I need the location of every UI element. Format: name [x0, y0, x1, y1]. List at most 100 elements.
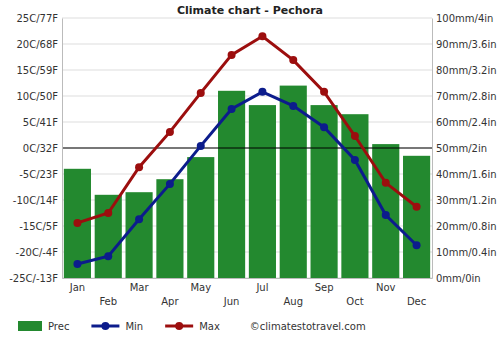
- legend: PrecMinMax©climatestotravel.com: [18, 321, 366, 332]
- tick: 100mm/4in: [432, 13, 493, 24]
- tick: 80mm/3.2in: [432, 65, 497, 76]
- tick: 70mm/2.8in: [432, 91, 497, 102]
- marker: [289, 102, 297, 110]
- marks: [62, 32, 432, 278]
- tick-label: 50mm/2in: [436, 143, 487, 154]
- grid-line: [62, 96, 432, 97]
- grid-line: [62, 18, 432, 19]
- tick-label: 20C/68F: [16, 39, 58, 50]
- tick: -5C/23F: [19, 169, 62, 180]
- bar: [249, 105, 276, 278]
- tick-label: -20C/-4F: [16, 247, 59, 258]
- bar: [341, 114, 368, 278]
- marker: [351, 132, 359, 140]
- tick: -15C/5F: [19, 221, 62, 232]
- tick-label: 70mm/2.8in: [436, 91, 497, 102]
- tick: 60mm/2.4in: [432, 117, 497, 128]
- title: Climate chart - Pechora: [177, 4, 323, 17]
- tick-label: Jul: [255, 282, 268, 293]
- tick: Sep: [315, 278, 334, 293]
- axis-line: [62, 19, 63, 279]
- marker: [413, 203, 421, 211]
- tick-label: Apr: [161, 296, 179, 307]
- tick: 10C/50F: [16, 91, 62, 102]
- bar: [372, 144, 399, 278]
- axis-line: [432, 19, 433, 279]
- y2-axis: 100mm/4in 90mm/3.6in 80mm/3.2in 70mm/2.8in 6…: [432, 13, 497, 284]
- marker: [320, 123, 328, 131]
- tick-label: 60mm/2.4in: [436, 117, 497, 128]
- tick-label: -10C/14F: [13, 195, 58, 206]
- tick-label: 90mm/3.6in: [436, 39, 497, 50]
- marker: [135, 163, 143, 171]
- bar: [95, 195, 122, 278]
- tick-label: 25C/77F: [16, 13, 58, 24]
- tick-label: 20mm/0.8in: [436, 221, 497, 232]
- tick-label: Jan: [69, 282, 85, 293]
- marker: [320, 88, 328, 96]
- tick-label: 0C/32F: [23, 143, 58, 154]
- marker: [166, 180, 174, 188]
- grid-line: [62, 70, 432, 71]
- axis-line: [63, 278, 433, 279]
- tick: 30mm/1.2in: [432, 195, 497, 206]
- tick-label: 10C/50F: [16, 91, 58, 102]
- tick-label: May: [190, 282, 211, 293]
- marker: [197, 89, 205, 97]
- tick-label: 40mm/1.6in: [436, 169, 497, 180]
- bar: [311, 105, 338, 278]
- tick-label: 0mm/0in: [436, 273, 481, 284]
- tick-label: 10mm/0.4in: [436, 247, 497, 258]
- tick-label: -15C/5F: [19, 221, 58, 232]
- legend-marker: [101, 322, 109, 330]
- marker: [382, 211, 390, 219]
- tick: Dec: [407, 278, 426, 307]
- tick: -25C/-13F: [9, 273, 62, 284]
- marker: [413, 241, 421, 249]
- line: [77, 92, 416, 264]
- tick-label: Mar: [130, 282, 150, 293]
- legend-item: Prec: [18, 321, 69, 332]
- legend-item: Max: [165, 321, 220, 332]
- legend-swatch: [18, 321, 42, 331]
- tick: Apr: [161, 278, 179, 307]
- tick: 20mm/0.8in: [432, 221, 497, 232]
- grid-line: [62, 148, 432, 149]
- tick-label: Oct: [346, 296, 363, 307]
- tick-label: -5C/23F: [19, 169, 58, 180]
- marker: [166, 128, 174, 136]
- tick-label: Feb: [99, 296, 117, 307]
- bar: [280, 86, 307, 278]
- legend-item: Min: [91, 321, 143, 332]
- legend-label: Max: [199, 321, 220, 332]
- tick-label: -25C/-13F: [9, 273, 58, 284]
- marker: [228, 105, 236, 113]
- tick-label: 100mm/4in: [436, 13, 493, 24]
- tick: May: [190, 278, 211, 293]
- tick: 5C/41F: [23, 117, 62, 128]
- marker: [228, 51, 236, 59]
- marker: [289, 56, 297, 64]
- plot-area: 25C/77F20C/68F15C/59F10C/50F5C/41F0C/32F…: [9, 13, 496, 307]
- x-axis: Jan Feb Mar Apr May Jun Jul Aug Sep Oct Nov Dec: [63, 278, 433, 307]
- tick: 90mm/3.6in: [432, 39, 497, 50]
- tick: Oct: [346, 278, 363, 307]
- tick-label: 5C/41F: [23, 117, 58, 128]
- zero-line: [62, 148, 432, 149]
- marker: [351, 156, 359, 164]
- tick: Aug: [283, 278, 303, 307]
- line: [77, 36, 416, 223]
- tick-label: 80mm/3.2in: [436, 65, 497, 76]
- chart-svg: 25C/77F20C/68F15C/59F10C/50F5C/41F0C/32F…: [0, 0, 500, 350]
- tick: Jan: [69, 278, 85, 293]
- tick-label: Nov: [376, 282, 396, 293]
- tick: 10mm/0.4in: [432, 247, 497, 258]
- tick: -10C/14F: [13, 195, 62, 206]
- marker: [73, 260, 81, 268]
- tick: Mar: [130, 278, 150, 293]
- tick-label: Jun: [223, 296, 240, 307]
- tick: -20C/-4F: [16, 247, 62, 258]
- marker: [382, 179, 390, 187]
- tick-label: Sep: [315, 282, 334, 293]
- legend-marker: [175, 322, 183, 330]
